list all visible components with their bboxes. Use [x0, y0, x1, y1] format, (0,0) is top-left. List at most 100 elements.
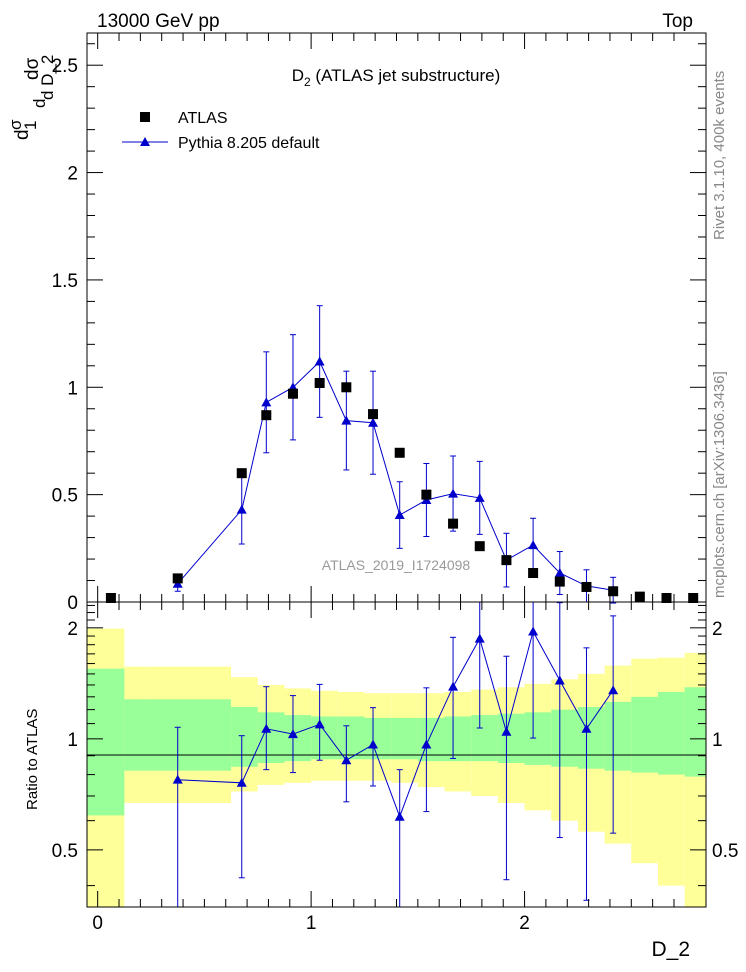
green-band-segment	[337, 716, 365, 760]
ratio-point	[314, 719, 325, 729]
y-tick-label: 1.5	[52, 271, 78, 292]
x-tick-label: 0	[92, 913, 103, 934]
data-point	[287, 388, 298, 399]
mc-point	[528, 540, 539, 550]
ratio-point	[448, 681, 459, 691]
data-point	[172, 573, 183, 584]
data-point	[528, 568, 539, 579]
main-plot-panel: 0 0.5 1 1.5 2 2.5 D2 (ATLAS jet substructure)…	[52, 32, 707, 614]
data-point	[501, 555, 512, 566]
y-tick-label: 1	[67, 378, 78, 399]
ratio-point	[287, 729, 298, 739]
svg-text:σ: σ	[6, 119, 25, 130]
green-band-segment	[87, 668, 125, 816]
top-y-tick-labels: 0 0.5 1 1.5 2 2.5	[52, 56, 78, 614]
svg-text:1: 1	[21, 121, 40, 130]
mc-point	[554, 568, 565, 578]
green-band-segment	[364, 717, 392, 760]
ratio-point	[501, 726, 512, 736]
y-tick-label: 2.5	[52, 56, 78, 77]
green-band-segment	[577, 707, 605, 769]
green-band-segment	[657, 691, 685, 775]
green-band-segment	[124, 699, 152, 771]
y-tick-label: 0	[67, 593, 78, 614]
data-point	[236, 468, 247, 479]
mc-point	[341, 415, 352, 425]
ratio-y-tick-label-right: 2	[712, 619, 723, 640]
ratio-y-tick-label: 1	[67, 730, 78, 751]
ratio-point	[394, 811, 405, 821]
x-tick-label: 2	[519, 913, 530, 934]
mc-point	[236, 504, 247, 514]
ratio-plot-panel: 0.5 0.5 1 1 2 2 0 1 2	[52, 601, 739, 934]
green-band-segment	[551, 709, 578, 767]
data-point	[661, 593, 672, 603]
x-tick-label: 1	[306, 913, 317, 934]
y-tick-label: 0.5	[52, 486, 78, 507]
svg-text:d: d	[12, 129, 33, 140]
y-axis-label-top: d σ 1 d dσ d D_2	[6, 55, 57, 140]
x-axis-label: D_2	[651, 938, 690, 961]
mc-point	[448, 488, 459, 498]
ratio-axis-ticks	[87, 602, 706, 907]
ratio-point	[608, 685, 619, 695]
ratio-point	[554, 675, 565, 685]
svg-text:dσ: dσ	[22, 57, 43, 80]
green-band-segment	[311, 716, 338, 760]
svg-text:d D_2: d D_2	[38, 55, 57, 100]
mc-line	[177, 360, 614, 591]
ratio-line	[177, 630, 614, 819]
ratio-frame	[86, 601, 707, 908]
data-point	[105, 593, 116, 603]
ratio-point	[172, 774, 183, 784]
green-band-segment	[471, 715, 498, 762]
data-point	[394, 447, 405, 458]
mc-point	[261, 397, 272, 407]
green-band-segment	[151, 699, 232, 771]
ratio-points	[172, 626, 619, 821]
rivet-label: Rivet 3.1.10, 400k events	[711, 71, 728, 240]
y-tick-label: 2	[67, 164, 78, 185]
data-point	[261, 410, 272, 421]
green-band-segment	[497, 713, 525, 764]
mc-point	[314, 356, 325, 366]
mcplots-label: mcplots.cern.ch [arXiv:1306.3436]	[711, 371, 728, 598]
green-band-segment	[417, 717, 445, 762]
ratio-y-tick-label: 0.5	[52, 841, 78, 862]
ratio-point	[341, 755, 352, 765]
mc-point	[368, 417, 379, 427]
x-tick-labels: 0 1 2	[92, 913, 529, 934]
ratio-point	[236, 777, 247, 787]
ratio-y-tick-label-right: 0.5	[712, 841, 738, 862]
green-band-segment	[524, 712, 552, 765]
ratio-point	[474, 633, 485, 643]
plot-title: D2 (ATLAS jet substructure)	[292, 66, 501, 89]
data-point	[608, 586, 619, 597]
svg-text:d: d	[30, 99, 49, 108]
ratio-point	[528, 626, 539, 636]
ratio-y-tick-label: 2	[67, 619, 78, 640]
green-band-segment	[444, 716, 472, 762]
mc-point	[474, 492, 485, 502]
ratio-point	[581, 723, 592, 733]
data-point	[554, 576, 565, 587]
ratio-point	[368, 739, 379, 749]
data-point	[448, 518, 459, 529]
green-band-segment	[604, 701, 632, 771]
legend-mc-label: Pythia 8.205 default	[178, 135, 320, 152]
data-point	[581, 581, 592, 592]
legend-mc-marker	[140, 137, 150, 146]
data-point	[314, 377, 325, 388]
data-point	[341, 382, 352, 393]
mc-point	[394, 510, 405, 520]
ratio-y-tick-labels: 0.5 0.5 1 1 2 2	[52, 619, 739, 862]
green-band-segment	[284, 715, 312, 762]
header-left: 13000 GeV pp	[97, 11, 220, 32]
green-band-segment	[391, 717, 418, 760]
legend-data-label: ATLAS	[178, 110, 228, 127]
analysis-watermark: ATLAS_2019_I1724098	[322, 557, 471, 573]
data-point	[421, 489, 432, 500]
ratio-y-tick-label-right: 1	[712, 730, 723, 751]
data-point	[688, 593, 699, 603]
